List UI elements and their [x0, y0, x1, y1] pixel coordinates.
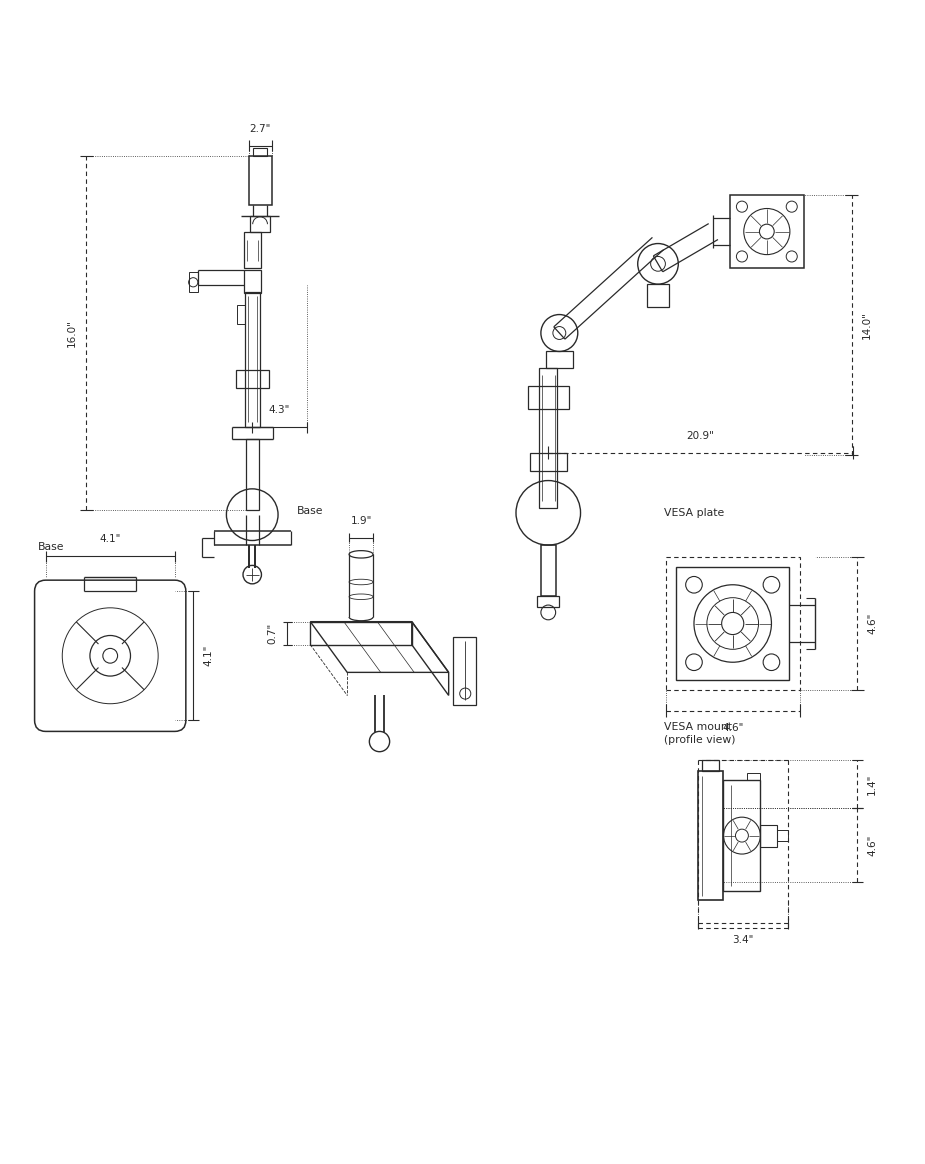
Bar [528, 386, 569, 409]
Bar [537, 596, 560, 606]
Bar [777, 830, 788, 842]
Text: 4.3": 4.3" [269, 405, 290, 416]
Bar [189, 272, 198, 292]
Bar [245, 291, 260, 427]
Text: 4.1": 4.1" [203, 645, 213, 667]
Bar [746, 773, 760, 780]
Bar [702, 760, 719, 771]
Text: VESA plate: VESA plate [663, 508, 723, 518]
Bar [760, 824, 777, 846]
Text: 1.4": 1.4" [867, 773, 877, 795]
Bar [676, 567, 789, 680]
Text: 1.9": 1.9" [351, 516, 372, 526]
Text: Base: Base [297, 505, 323, 516]
Bar [249, 156, 272, 205]
Text: 3.4": 3.4" [733, 935, 754, 945]
Bar [730, 194, 804, 269]
Bar [246, 439, 259, 510]
Bar [723, 780, 760, 890]
Text: 14.0": 14.0" [861, 311, 871, 339]
Text: 4.6": 4.6" [867, 835, 877, 856]
Bar [539, 368, 558, 509]
Bar [238, 305, 245, 324]
Text: 16.0": 16.0" [67, 319, 77, 347]
Bar [666, 556, 799, 690]
Text: VESA mount: VESA mount [663, 723, 732, 732]
Text: (profile view): (profile view) [663, 736, 735, 745]
Bar [546, 352, 574, 368]
Text: 4.1": 4.1" [100, 534, 121, 545]
Bar [244, 270, 261, 293]
Text: 2.7": 2.7" [250, 123, 271, 134]
Bar [541, 545, 556, 596]
Bar [244, 233, 261, 269]
Bar [251, 215, 270, 233]
Bar [453, 637, 476, 704]
Text: 0.7": 0.7" [267, 623, 278, 644]
Text: 20.9": 20.9" [686, 431, 714, 441]
Bar [647, 284, 669, 307]
Bar [253, 148, 267, 156]
Text: 4.6": 4.6" [722, 723, 744, 732]
Text: 4.6": 4.6" [867, 612, 877, 634]
Bar [530, 453, 567, 471]
Text: Base: Base [38, 542, 65, 553]
Bar [236, 370, 269, 389]
Bar [697, 771, 723, 900]
